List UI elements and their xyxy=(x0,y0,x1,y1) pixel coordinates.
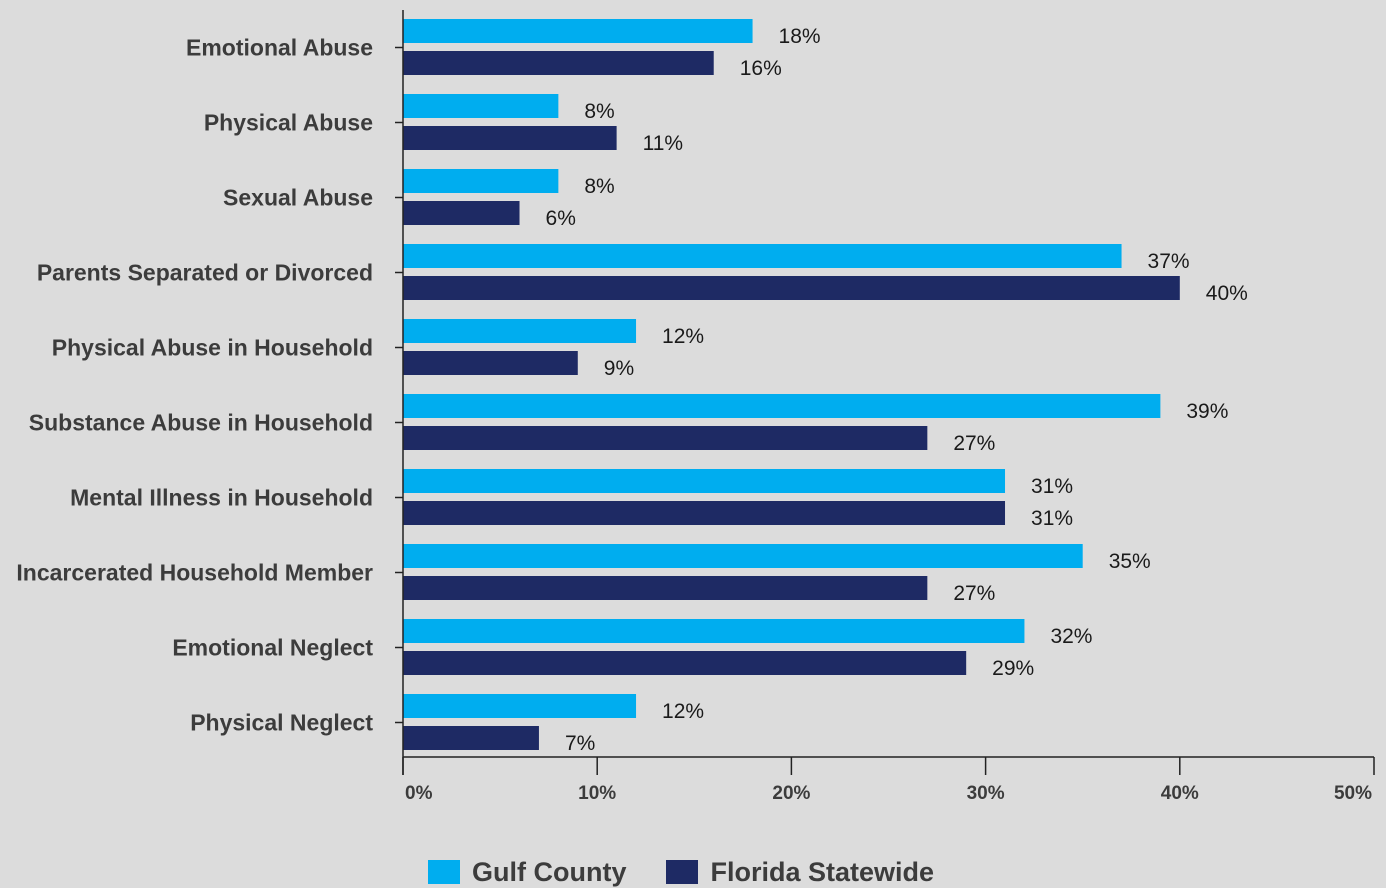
category-label-physical-abuse: Physical Abuse xyxy=(204,110,373,136)
bar-gulf-county-parents-separated-or-divorced xyxy=(403,244,1122,268)
value-label-gulf-county-sexual-abuse: 8% xyxy=(584,175,614,198)
value-label-florida-statewide-physical-abuse: 11% xyxy=(643,132,683,155)
bar-gulf-county-sexual-abuse xyxy=(403,169,558,193)
legend-label-florida-statewide: Florida Statewide xyxy=(710,857,934,888)
value-label-gulf-county-physical-abuse: 8% xyxy=(584,100,614,123)
bar-florida-statewide-substance-abuse-in-household xyxy=(403,426,927,450)
bar-florida-statewide-physical-abuse-in-household xyxy=(403,351,578,375)
legend-swatch-florida-statewide xyxy=(666,860,698,884)
bar-florida-statewide-physical-abuse xyxy=(403,126,617,150)
value-label-florida-statewide-emotional-abuse: 16% xyxy=(740,57,782,80)
value-label-gulf-county-incarcerated-household-member: 35% xyxy=(1109,550,1151,573)
bar-gulf-county-incarcerated-household-member xyxy=(403,544,1083,568)
bar-florida-statewide-emotional-neglect xyxy=(403,651,966,675)
legend-item-florida-statewide: Florida Statewide xyxy=(666,857,934,888)
x-tick-label: 50% xyxy=(1334,783,1372,804)
category-label-emotional-abuse: Emotional Abuse xyxy=(186,35,373,61)
value-label-florida-statewide-mental-illness-in-household: 31% xyxy=(1031,507,1073,530)
value-label-florida-statewide-physical-abuse-in-household: 9% xyxy=(604,357,634,380)
chart: Emotional Abuse 18% 16% Physical Abuse 8% 11%… xyxy=(0,0,1386,850)
x-tick-label: 40% xyxy=(1161,783,1199,804)
value-label-gulf-county-mental-illness-in-household: 31% xyxy=(1031,475,1073,498)
value-label-florida-statewide-parents-separated-or-divorced: 40% xyxy=(1206,282,1248,305)
bar-gulf-county-mental-illness-in-household xyxy=(403,469,1005,493)
value-label-gulf-county-emotional-abuse: 18% xyxy=(779,25,821,48)
bar-florida-statewide-parents-separated-or-divorced xyxy=(403,276,1180,300)
x-tick-label: 30% xyxy=(967,783,1005,804)
value-label-gulf-county-emotional-neglect: 32% xyxy=(1050,625,1092,648)
bar-florida-statewide-emotional-abuse xyxy=(403,51,714,75)
value-label-gulf-county-substance-abuse-in-household: 39% xyxy=(1186,400,1228,423)
category-label-physical-abuse-in-household: Physical Abuse in Household xyxy=(52,335,373,361)
value-label-gulf-county-physical-neglect: 12% xyxy=(662,700,704,723)
value-label-florida-statewide-incarcerated-household-member: 27% xyxy=(953,582,995,605)
bar-florida-statewide-physical-neglect xyxy=(403,726,539,750)
category-label-physical-neglect: Physical Neglect xyxy=(190,710,373,736)
bar-gulf-county-physical-neglect xyxy=(403,694,636,718)
bar-gulf-county-emotional-neglect xyxy=(403,619,1024,643)
x-tick-label: 20% xyxy=(772,783,810,804)
value-label-florida-statewide-emotional-neglect: 29% xyxy=(992,657,1034,680)
bar-gulf-county-physical-abuse xyxy=(403,94,558,118)
bar-florida-statewide-incarcerated-household-member xyxy=(403,576,927,600)
bar-gulf-county-substance-abuse-in-household xyxy=(403,394,1160,418)
x-tick-label: 10% xyxy=(578,783,616,804)
legend-swatch-gulf-county xyxy=(428,860,460,884)
x-tick-label: 0% xyxy=(405,783,433,804)
value-label-florida-statewide-sexual-abuse: 6% xyxy=(546,207,576,230)
category-label-sexual-abuse: Sexual Abuse xyxy=(223,185,373,211)
legend: Gulf County Florida Statewide xyxy=(428,856,934,888)
bar-gulf-county-physical-abuse-in-household xyxy=(403,319,636,343)
category-label-emotional-neglect: Emotional Neglect xyxy=(172,635,373,661)
bar-florida-statewide-mental-illness-in-household xyxy=(403,501,1005,525)
value-label-florida-statewide-substance-abuse-in-household: 27% xyxy=(953,432,995,455)
legend-item-gulf-county: Gulf County xyxy=(428,857,626,888)
value-label-florida-statewide-physical-neglect: 7% xyxy=(565,732,595,755)
legend-label-gulf-county: Gulf County xyxy=(472,857,626,888)
value-label-gulf-county-physical-abuse-in-household: 12% xyxy=(662,325,704,348)
category-label-parents-separated-or-divorced: Parents Separated or Divorced xyxy=(37,260,373,286)
value-label-gulf-county-parents-separated-or-divorced: 37% xyxy=(1148,250,1190,273)
bar-florida-statewide-sexual-abuse xyxy=(403,201,520,225)
labels-group: Emotional Abuse 18% 16% Physical Abuse 8% 11%… xyxy=(16,25,1247,755)
bar-gulf-county-emotional-abuse xyxy=(403,19,753,43)
category-label-substance-abuse-in-household: Substance Abuse in Household xyxy=(29,410,373,436)
category-label-incarcerated-household-member: Incarcerated Household Member xyxy=(16,560,373,586)
category-label-mental-illness-in-household: Mental Illness in Household xyxy=(70,485,373,511)
